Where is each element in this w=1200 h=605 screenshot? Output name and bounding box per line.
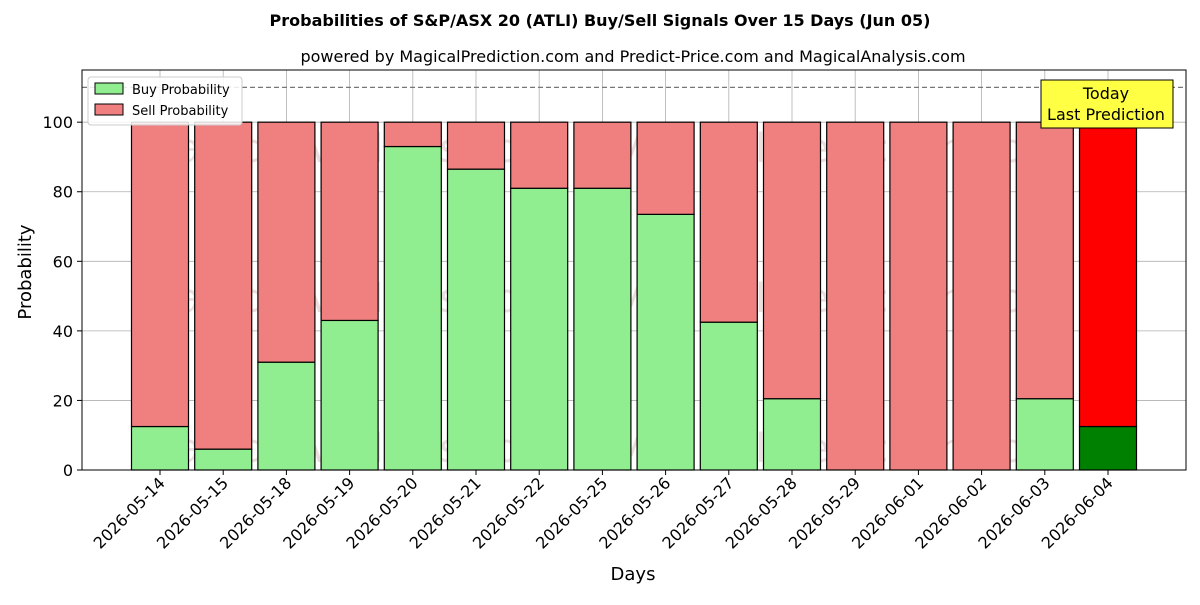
sell-bar [383,121,442,148]
sell-bar [1015,121,1074,400]
x-axis-label: Days [611,564,656,585]
y-axis-label: Probability [15,224,36,319]
legend-swatch [94,82,124,95]
sell-bar [762,121,822,400]
annotation-box [1040,79,1174,129]
y-tick-label: 40 [53,322,73,341]
legend-label: Buy Probability [132,83,230,98]
plot-frame [81,69,1187,471]
y-tick-label: 0 [63,461,73,480]
sell-bar [826,121,885,471]
buy-bar [320,319,379,471]
buy-bar [1015,398,1074,471]
sell-bar [446,121,506,170]
legend: Buy Probability Sell Probability [87,76,243,126]
sell-bar [889,121,948,471]
buy-bar [194,448,253,471]
annotation-text: Today [1082,84,1129,103]
buy-bar [130,425,190,471]
buy-bar [1078,425,1138,471]
sell-bar [257,121,316,363]
sell-bar [573,121,632,189]
y-tick-label: 80 [53,183,73,202]
chart-title: Probabilities of S&P/ASX 20 (ATLI) Buy/S… [270,11,931,30]
y-tick-label: 20 [53,391,73,410]
chart-subtitle: powered by MagicalPrediction.com and Pre… [300,47,965,66]
buy-bar [636,213,695,471]
sell-bar [636,121,695,215]
y-tick-label: 100 [42,113,73,132]
y-tick-label: 60 [53,252,73,271]
sell-bar [699,121,758,323]
sell-bar [130,121,190,428]
buy-bar [383,145,442,471]
plot-area: MagicalAnalysis.comMagicalPrediction.com… [42,69,1187,553]
sell-bar [320,121,379,322]
sell-bar [510,121,569,189]
buy-bar [510,187,569,471]
buy-bar [699,321,758,471]
buy-bar [446,168,506,471]
legend-swatch [94,103,124,116]
buy-bar [257,361,316,471]
legend-box [87,76,243,126]
buy-bar [573,187,632,471]
annotation-text: Last Prediction [1047,105,1165,124]
buy-bar [762,398,822,471]
annotation: Today Last Prediction [1040,79,1174,129]
sell-bar [194,121,253,450]
sell-bar [952,121,1011,471]
sell-bar [1078,121,1138,428]
legend-label: Sell Probability [132,104,229,119]
